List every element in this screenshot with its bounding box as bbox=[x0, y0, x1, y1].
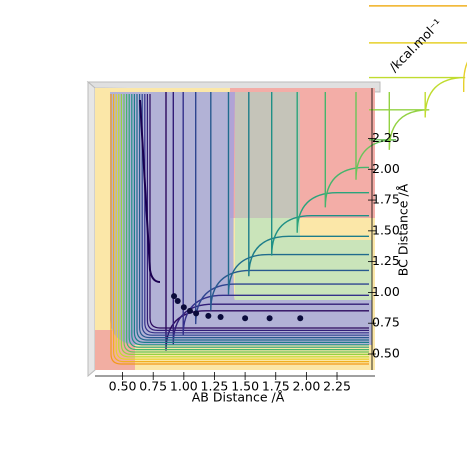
x-tick-label: 1.50 bbox=[231, 379, 259, 394]
contour-line bbox=[115, 94, 369, 360]
contour-line bbox=[120, 94, 369, 355]
x-tick-label: 0.75 bbox=[139, 379, 167, 394]
contour-line bbox=[133, 94, 369, 343]
contour-line bbox=[324, 92, 369, 208]
contour-line bbox=[123, 94, 369, 353]
band-fill bbox=[235, 92, 372, 300]
contour-line bbox=[271, 92, 369, 256]
contour-line bbox=[146, 94, 369, 331]
contour-line bbox=[141, 94, 369, 336]
contour-line bbox=[369, 42, 467, 92]
contour-line bbox=[195, 92, 369, 325]
contour-line bbox=[110, 94, 369, 365]
contour-line bbox=[126, 94, 369, 351]
trajectory-point bbox=[186, 307, 193, 314]
surface-pink bbox=[230, 88, 375, 218]
contour-line bbox=[118, 94, 369, 358]
contour-line bbox=[113, 94, 369, 363]
contour-line bbox=[139, 94, 369, 339]
contours bbox=[110, 5, 467, 365]
y-tick-label: 1.75 bbox=[372, 192, 400, 207]
contour-line bbox=[139, 99, 161, 283]
trajectory-point bbox=[171, 293, 178, 300]
x-tick-label: 1.75 bbox=[262, 379, 290, 394]
contour-line bbox=[131, 94, 369, 346]
y-tick-label: 0.50 bbox=[372, 345, 400, 360]
contour-line bbox=[369, 92, 430, 150]
z-axis-label: /kcal.mol⁻¹ bbox=[386, 16, 445, 75]
trajectory-point bbox=[242, 315, 249, 322]
y-tick-label: 1.00 bbox=[372, 284, 400, 299]
x-tick-label: 2.00 bbox=[292, 379, 320, 394]
y-axis-label: BC Distance /Å bbox=[396, 183, 411, 276]
trajectory-point bbox=[180, 304, 187, 311]
pane-left bbox=[87, 80, 96, 378]
trajectory-point bbox=[193, 310, 200, 317]
x-tick-label: 0.50 bbox=[109, 379, 137, 394]
contour-line bbox=[128, 94, 369, 348]
contour-line bbox=[182, 92, 369, 336]
trajectory-point bbox=[266, 315, 273, 322]
y-tick-label: 2.25 bbox=[372, 130, 400, 145]
contour-line bbox=[136, 94, 369, 341]
contour-line bbox=[296, 92, 369, 233]
x-axis-label: AB Distance /Å bbox=[192, 390, 285, 405]
x-tick-label: 2.25 bbox=[323, 379, 351, 394]
trajectory-point bbox=[205, 312, 212, 319]
trajectory-point bbox=[297, 315, 304, 322]
trajectory-point bbox=[174, 298, 181, 305]
y-tick-label: 0.75 bbox=[372, 315, 400, 330]
x-tick-label: 1.25 bbox=[201, 379, 229, 394]
trajectory-point bbox=[217, 314, 224, 321]
contour-line bbox=[248, 92, 369, 277]
y-tick-label: 2.00 bbox=[372, 161, 400, 176]
contour-line bbox=[355, 92, 397, 180]
contour-line bbox=[149, 94, 369, 329]
valley-fill bbox=[110, 92, 372, 345]
x-tick-label: 1.00 bbox=[170, 379, 198, 394]
y-tick-label: 1.25 bbox=[372, 253, 400, 268]
contour-line bbox=[144, 94, 369, 334]
contour-line bbox=[227, 92, 369, 295]
y-tick-label: 1.50 bbox=[372, 222, 400, 237]
